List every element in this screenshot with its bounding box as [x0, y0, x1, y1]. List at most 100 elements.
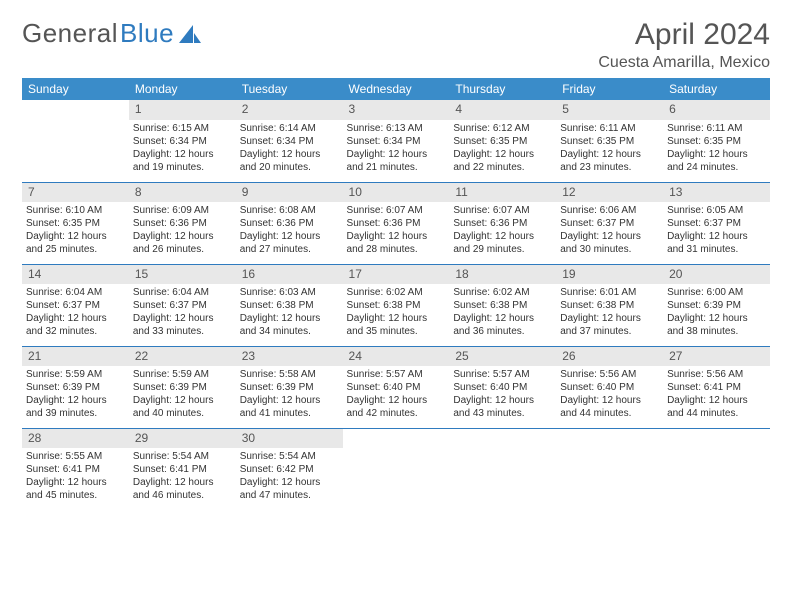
day-body: Sunrise: 5:55 AMSunset: 6:41 PMDaylight:…	[22, 448, 129, 506]
calendar-cell: 6Sunrise: 6:11 AMSunset: 6:35 PMDaylight…	[663, 100, 770, 182]
calendar-cell: .	[343, 428, 450, 510]
calendar-body: .1Sunrise: 6:15 AMSunset: 6:34 PMDayligh…	[22, 100, 770, 510]
day-header: Monday	[129, 78, 236, 100]
daylight-text: Daylight: 12 hours and 47 minutes.	[240, 476, 339, 502]
daylight-text: Daylight: 12 hours and 41 minutes.	[240, 394, 339, 420]
daylight-text: Daylight: 12 hours and 21 minutes.	[347, 148, 446, 174]
day-number: 13	[663, 183, 770, 203]
day-header-row: SundayMondayTuesdayWednesdayThursdayFrid…	[22, 78, 770, 100]
calendar-cell: .	[663, 428, 770, 510]
daylight-text: Daylight: 12 hours and 31 minutes.	[667, 230, 766, 256]
day-number: 20	[663, 265, 770, 285]
day-number: 19	[556, 265, 663, 285]
sunrise-text: Sunrise: 5:59 AM	[26, 368, 125, 381]
calendar-cell: 16Sunrise: 6:03 AMSunset: 6:38 PMDayligh…	[236, 264, 343, 346]
sunrise-text: Sunrise: 5:54 AM	[133, 450, 232, 463]
calendar-cell: 23Sunrise: 5:58 AMSunset: 6:39 PMDayligh…	[236, 346, 343, 428]
logo-text-2: Blue	[120, 18, 174, 49]
day-number: 16	[236, 265, 343, 285]
sunset-text: Sunset: 6:36 PM	[347, 217, 446, 230]
sunrise-text: Sunrise: 6:05 AM	[667, 204, 766, 217]
day-body: Sunrise: 6:11 AMSunset: 6:35 PMDaylight:…	[663, 120, 770, 178]
daylight-text: Daylight: 12 hours and 44 minutes.	[560, 394, 659, 420]
sunrise-text: Sunrise: 6:13 AM	[347, 122, 446, 135]
sunset-text: Sunset: 6:39 PM	[26, 381, 125, 394]
calendar-cell: 24Sunrise: 5:57 AMSunset: 6:40 PMDayligh…	[343, 346, 450, 428]
calendar-cell: 12Sunrise: 6:06 AMSunset: 6:37 PMDayligh…	[556, 182, 663, 264]
day-body: Sunrise: 6:04 AMSunset: 6:37 PMDaylight:…	[129, 284, 236, 342]
sunrise-text: Sunrise: 6:07 AM	[347, 204, 446, 217]
calendar-cell: 1Sunrise: 6:15 AMSunset: 6:34 PMDaylight…	[129, 100, 236, 182]
day-header: Sunday	[22, 78, 129, 100]
day-body: Sunrise: 6:13 AMSunset: 6:34 PMDaylight:…	[343, 120, 450, 178]
sunset-text: Sunset: 6:36 PM	[133, 217, 232, 230]
daylight-text: Daylight: 12 hours and 26 minutes.	[133, 230, 232, 256]
sunset-text: Sunset: 6:41 PM	[133, 463, 232, 476]
sunset-text: Sunset: 6:40 PM	[560, 381, 659, 394]
sunset-text: Sunset: 6:36 PM	[453, 217, 552, 230]
calendar-cell: 22Sunrise: 5:59 AMSunset: 6:39 PMDayligh…	[129, 346, 236, 428]
day-body: Sunrise: 5:56 AMSunset: 6:41 PMDaylight:…	[663, 366, 770, 424]
sunrise-text: Sunrise: 6:11 AM	[667, 122, 766, 135]
day-body: Sunrise: 6:08 AMSunset: 6:36 PMDaylight:…	[236, 202, 343, 260]
daylight-text: Daylight: 12 hours and 32 minutes.	[26, 312, 125, 338]
daylight-text: Daylight: 12 hours and 45 minutes.	[26, 476, 125, 502]
calendar-cell: 10Sunrise: 6:07 AMSunset: 6:36 PMDayligh…	[343, 182, 450, 264]
sunset-text: Sunset: 6:34 PM	[240, 135, 339, 148]
calendar-cell: .	[22, 100, 129, 182]
sunset-text: Sunset: 6:39 PM	[240, 381, 339, 394]
day-number: 26	[556, 347, 663, 367]
daylight-text: Daylight: 12 hours and 35 minutes.	[347, 312, 446, 338]
day-number: 25	[449, 347, 556, 367]
day-number: 8	[129, 183, 236, 203]
day-body: Sunrise: 6:07 AMSunset: 6:36 PMDaylight:…	[343, 202, 450, 260]
sunrise-text: Sunrise: 6:11 AM	[560, 122, 659, 135]
calendar-week: .1Sunrise: 6:15 AMSunset: 6:34 PMDayligh…	[22, 100, 770, 182]
calendar-cell: 27Sunrise: 5:56 AMSunset: 6:41 PMDayligh…	[663, 346, 770, 428]
sunset-text: Sunset: 6:36 PM	[240, 217, 339, 230]
sunset-text: Sunset: 6:34 PM	[133, 135, 232, 148]
day-number: 21	[22, 347, 129, 367]
sunset-text: Sunset: 6:35 PM	[560, 135, 659, 148]
day-header: Thursday	[449, 78, 556, 100]
day-number: 10	[343, 183, 450, 203]
sunrise-text: Sunrise: 5:56 AM	[667, 368, 766, 381]
sunrise-text: Sunrise: 6:01 AM	[560, 286, 659, 299]
sunset-text: Sunset: 6:42 PM	[240, 463, 339, 476]
day-body: Sunrise: 6:10 AMSunset: 6:35 PMDaylight:…	[22, 202, 129, 260]
daylight-text: Daylight: 12 hours and 43 minutes.	[453, 394, 552, 420]
sunset-text: Sunset: 6:35 PM	[453, 135, 552, 148]
day-number: 22	[129, 347, 236, 367]
sunrise-text: Sunrise: 6:08 AM	[240, 204, 339, 217]
sunrise-text: Sunrise: 5:58 AM	[240, 368, 339, 381]
day-body: Sunrise: 5:57 AMSunset: 6:40 PMDaylight:…	[449, 366, 556, 424]
calendar-cell: 2Sunrise: 6:14 AMSunset: 6:34 PMDaylight…	[236, 100, 343, 182]
sunset-text: Sunset: 6:41 PM	[667, 381, 766, 394]
logo-sail-icon	[179, 25, 201, 43]
day-number: 1	[129, 100, 236, 120]
daylight-text: Daylight: 12 hours and 33 minutes.	[133, 312, 232, 338]
day-number: 4	[449, 100, 556, 120]
sunset-text: Sunset: 6:37 PM	[560, 217, 659, 230]
sunrise-text: Sunrise: 6:02 AM	[453, 286, 552, 299]
daylight-text: Daylight: 12 hours and 28 minutes.	[347, 230, 446, 256]
day-body: Sunrise: 5:54 AMSunset: 6:42 PMDaylight:…	[236, 448, 343, 506]
day-number: 3	[343, 100, 450, 120]
daylight-text: Daylight: 12 hours and 40 minutes.	[133, 394, 232, 420]
calendar-cell: 4Sunrise: 6:12 AMSunset: 6:35 PMDaylight…	[449, 100, 556, 182]
calendar-week: 28Sunrise: 5:55 AMSunset: 6:41 PMDayligh…	[22, 428, 770, 510]
calendar-cell: 20Sunrise: 6:00 AMSunset: 6:39 PMDayligh…	[663, 264, 770, 346]
calendar-cell: 9Sunrise: 6:08 AMSunset: 6:36 PMDaylight…	[236, 182, 343, 264]
day-body: Sunrise: 5:56 AMSunset: 6:40 PMDaylight:…	[556, 366, 663, 424]
page-title: April 2024	[598, 18, 770, 52]
calendar-cell: 18Sunrise: 6:02 AMSunset: 6:38 PMDayligh…	[449, 264, 556, 346]
daylight-text: Daylight: 12 hours and 34 minutes.	[240, 312, 339, 338]
calendar-cell: 7Sunrise: 6:10 AMSunset: 6:35 PMDaylight…	[22, 182, 129, 264]
day-header: Wednesday	[343, 78, 450, 100]
calendar-cell: 11Sunrise: 6:07 AMSunset: 6:36 PMDayligh…	[449, 182, 556, 264]
calendar-cell: 21Sunrise: 5:59 AMSunset: 6:39 PMDayligh…	[22, 346, 129, 428]
sunrise-text: Sunrise: 6:15 AM	[133, 122, 232, 135]
sunrise-text: Sunrise: 6:00 AM	[667, 286, 766, 299]
day-number: 29	[129, 429, 236, 449]
day-body: Sunrise: 5:54 AMSunset: 6:41 PMDaylight:…	[129, 448, 236, 506]
